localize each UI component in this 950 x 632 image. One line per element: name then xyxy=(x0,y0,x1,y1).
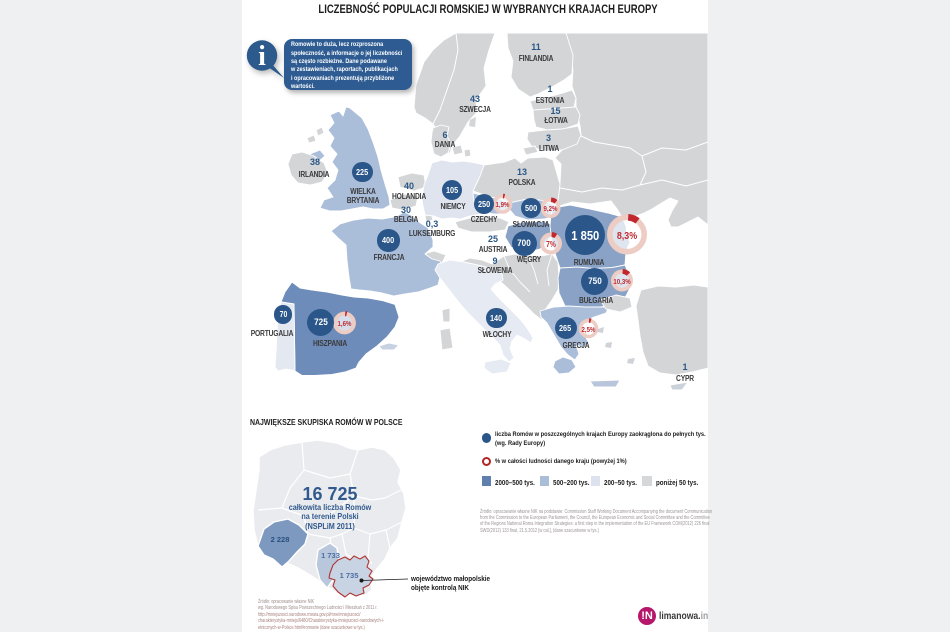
svg-text:i: i xyxy=(258,41,266,72)
